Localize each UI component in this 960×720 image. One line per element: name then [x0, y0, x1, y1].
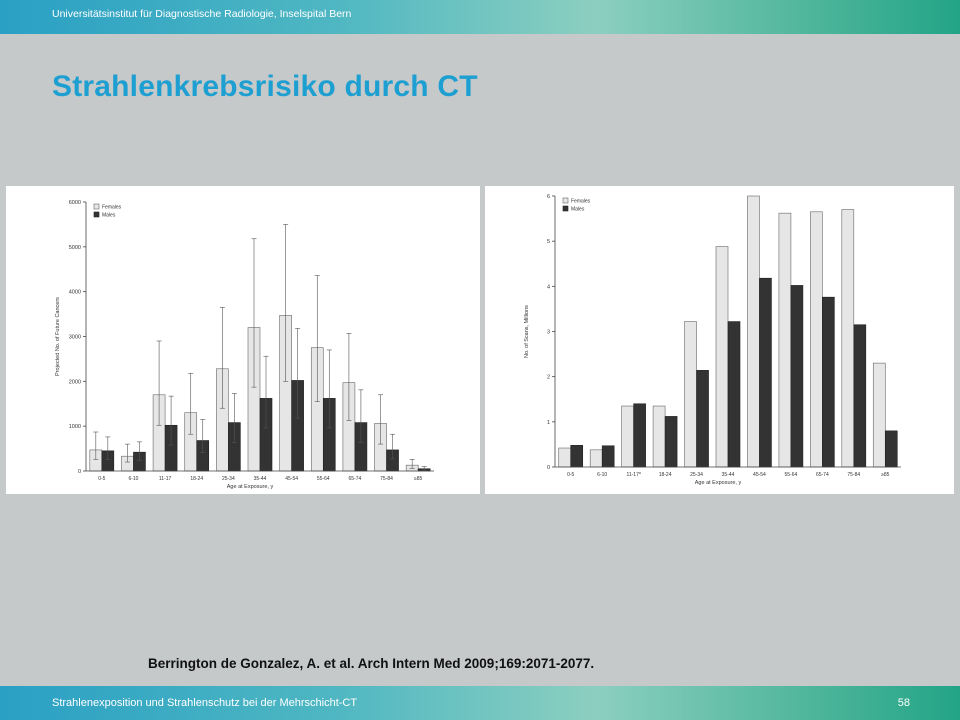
- chart1-y-tick-label: 2: [547, 375, 550, 381]
- chart1-legend-swatch-females: [562, 197, 569, 204]
- chart1-x-tick-label: ≥85: [881, 472, 890, 478]
- chart1-bar-males: [601, 445, 615, 468]
- chart1-bar-males: [664, 416, 678, 468]
- chart0-legend-label-females: Females: [102, 205, 122, 211]
- chart1-x-tick-label: 6-10: [597, 472, 607, 478]
- chart1-bar-females: [558, 447, 572, 468]
- chart1-x-axis-label: Age at Exposure, y: [695, 480, 742, 486]
- chart1-bar-males: [696, 370, 709, 468]
- chart0-y-tick-label: 3000: [69, 335, 81, 341]
- chart0-x-axis-label: Age at Exposure, y: [227, 484, 274, 490]
- chart0-x-tick-label: 18-24: [190, 476, 203, 482]
- chart1-bar-females: [684, 321, 697, 468]
- chart1-legend-label-males: Males: [571, 207, 585, 213]
- chart0-x-tick-label: 65-74: [349, 476, 362, 482]
- chart-panel-number-of-scans: 0 1 2 3 4 5 6 0-5 6-10 11-17a 18-24 25-34 35-44 45-54…: [485, 186, 954, 494]
- institute-name: Universitätsinstitut für Diagnostische R…: [52, 8, 352, 20]
- chart1-x-tick-label: 11-17a: [626, 471, 640, 478]
- chart1-y-tick-label: 3: [547, 330, 550, 336]
- chart1-bar-males: [884, 430, 898, 468]
- chart1-x-tick-label: 45-54: [753, 472, 766, 478]
- chart1-y-tick-label: 1: [547, 420, 550, 426]
- chart1-bar-females: [652, 405, 666, 468]
- chart0-legend-swatch-males: [93, 211, 100, 218]
- chart1-x-tick-label: 0-5: [567, 472, 574, 478]
- chart1-legend-label-females: Females: [571, 199, 591, 205]
- chart1-x-tick-label: 18-24: [659, 472, 672, 478]
- chart1-bar-males: [759, 277, 772, 468]
- chart1-bar-females: [621, 405, 634, 468]
- chart1-legend-swatch-males: [562, 205, 569, 212]
- chart1-bar-males: [790, 285, 804, 468]
- chart1-x-tick-label: 55-64: [785, 472, 798, 478]
- chart1-y-tick-label: 6: [547, 194, 550, 200]
- chart0-legend-label-males: Males: [102, 213, 116, 219]
- chart1-y-tick-label: 0: [547, 465, 550, 471]
- chart1-bar-females: [841, 209, 855, 468]
- chart0-y-tick-label: 2000: [69, 379, 81, 385]
- chart1-y-tick-label: 4: [547, 284, 550, 290]
- chart0-x-tick-label: 35-44: [254, 476, 267, 482]
- chart1-x-tick-label: 65-74: [816, 472, 829, 478]
- chart1-bar-males: [853, 324, 867, 468]
- chart-panel-future-cancers: 0 1000 2000 3000 4000 5000 6000 0-5 6-10 11-17 18-…: [6, 186, 480, 494]
- slide-title: Strahlenkrebsrisiko durch CT: [52, 70, 478, 103]
- chart0-x-tick-label: 0-5: [98, 476, 105, 482]
- citation: Berrington de Gonzalez, A. et al. Arch I…: [148, 656, 595, 671]
- chart1-bar-males: [727, 321, 741, 468]
- header-bar: Universitätsinstitut für Diagnostische R…: [0, 0, 960, 34]
- chart0-y-tick-label: 1000: [69, 424, 81, 430]
- chart0-x-tick-label: 11-17: [159, 476, 172, 482]
- chart-number-of-scans: 0 1 2 3 4 5 6 0-5 6-10 11-17a 18-24 25-34 35-44 45-54…: [524, 194, 901, 486]
- chart0-y-tick-label: 4000: [69, 290, 81, 296]
- chart1-bar-females: [778, 212, 792, 468]
- chart0-y-axis-label: Projected No. of Future Cancers: [55, 297, 61, 376]
- chart1-bar-males: [822, 296, 835, 468]
- chart1-bar-females: [715, 246, 729, 468]
- chart1-y-tick-label: 5: [547, 239, 550, 245]
- chart1-bar-females: [747, 195, 760, 468]
- chart1-bar-females: [872, 362, 886, 468]
- chart0-y-tick-label: 0: [78, 469, 81, 475]
- page-number: 58: [897, 697, 910, 709]
- chart0-y-tick-label: 5000: [69, 245, 81, 251]
- chart1-bar-females: [810, 211, 823, 468]
- chart0-x-tick-label: ≥85: [414, 476, 423, 482]
- chart1-bar-males: [570, 445, 584, 468]
- chart1-bar-females: [589, 449, 603, 468]
- chart1-y-axis-label: No. of Scans, Millions: [524, 305, 530, 358]
- chart0-x-tick-label: 45-54: [285, 476, 298, 482]
- chart0-x-tick-label: 55-64: [317, 476, 330, 482]
- chart1-x-tick-label: 75-84: [847, 472, 860, 478]
- chart0-legend-swatch-females: [93, 203, 100, 210]
- chart-future-cancers: 0 1000 2000 3000 4000 5000 6000 0-5 6-10 11-17 18-…: [55, 200, 434, 490]
- chart1-x-tick-footnote: a: [639, 471, 641, 475]
- chart0-x-tick-label: 25-34: [222, 476, 235, 482]
- chart1-x-tick-label: 25-34: [690, 472, 703, 478]
- chart0-x-tick-label: 6-10: [128, 476, 138, 482]
- chart0-y-tick-label: 6000: [69, 200, 81, 206]
- chart1-bar-males: [633, 403, 646, 468]
- chart0-x-tick-label: 75-84: [380, 476, 393, 482]
- footer-bar: Strahlenexposition und Strahlenschutz be…: [0, 686, 960, 720]
- footer-text: Strahlenexposition und Strahlenschutz be…: [52, 697, 358, 709]
- chart1-x-tick-label: 35-44: [722, 472, 735, 478]
